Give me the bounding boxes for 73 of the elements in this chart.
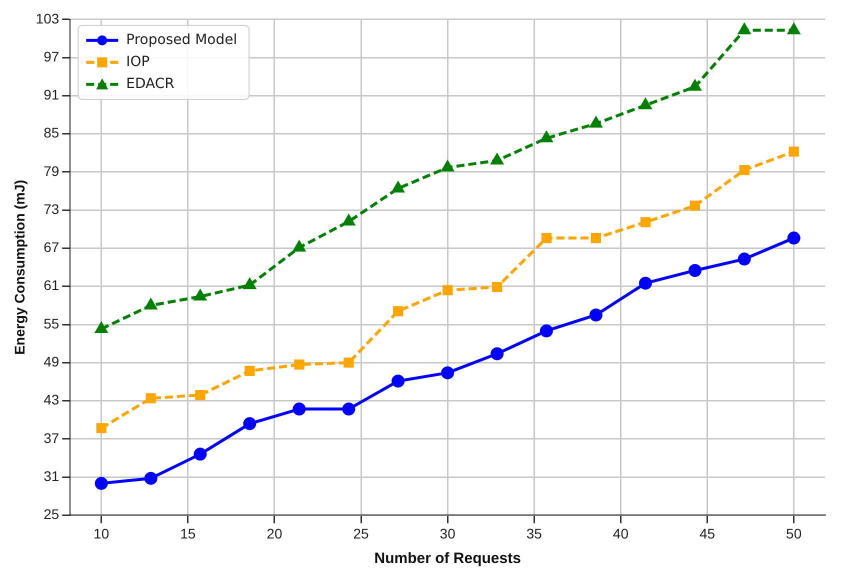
point [194,448,207,461]
point [442,161,454,172]
point [393,306,404,316]
point [640,98,652,110]
point [441,366,454,380]
point [293,241,306,252]
point [342,215,355,226]
point [689,80,701,91]
y-tick-label: 79 [44,162,60,179]
point [787,232,800,245]
y-tick-label: 49 [44,354,60,370]
y-tick-label: 37 [44,430,60,446]
y-tick-label: 61 [44,277,60,294]
x-tick-label: 20 [266,525,282,542]
point [244,366,255,376]
y-tick-label: 25 [44,506,60,522]
point [392,182,404,192]
y-tick-label: 31 [44,468,60,484]
y-tick-label: 73 [44,200,60,217]
x-tick-label: 40 [612,525,629,542]
x-tick-label: 10 [94,525,110,542]
point [540,132,552,142]
point [590,233,601,244]
point [738,252,751,266]
x-tick-label: 45 [699,525,716,542]
point [294,360,304,370]
point [739,165,750,176]
point [491,154,503,165]
y-tick-label: 67 [44,239,60,256]
x-tick-label: 35 [526,525,542,542]
point [640,217,650,228]
point [144,472,158,485]
point [145,298,157,310]
point [540,324,553,338]
legend-label: IOP [126,54,150,70]
point [541,233,552,244]
point [690,200,700,211]
legend-label: Proposed Model [126,32,238,48]
y-tick-label: 91 [44,86,60,103]
point [590,117,602,128]
x-tick-label: 15 [180,525,196,542]
point [292,402,306,416]
point [688,264,702,277]
point [344,358,354,368]
point [342,402,356,416]
x-tick-label: 25 [353,525,370,542]
point [392,374,405,388]
y-tick-label: 43 [44,392,60,408]
point [788,146,799,157]
x-axis-title: Number of Requests [374,550,521,568]
point [96,423,106,434]
y-tick-label: 103 [36,10,60,26]
y-tick-label: 97 [44,48,60,64]
point [589,308,602,322]
x-tick-label: 50 [786,525,802,542]
y-tick-label: 85 [44,124,60,141]
y-axis-title: Energy Consumption (mJ) [11,180,28,355]
point [738,24,750,34]
point [194,290,206,301]
x-tick-label: 30 [440,525,456,542]
point [95,322,108,333]
y-tick-label: 55 [44,315,60,332]
point [243,417,256,430]
legend-label: EDACR [126,76,175,92]
point [94,476,108,490]
point [244,278,256,290]
point [638,276,652,290]
point [442,285,453,296]
point [146,393,156,404]
point [490,347,504,360]
point [492,282,502,292]
point [195,390,206,400]
point [788,24,800,34]
